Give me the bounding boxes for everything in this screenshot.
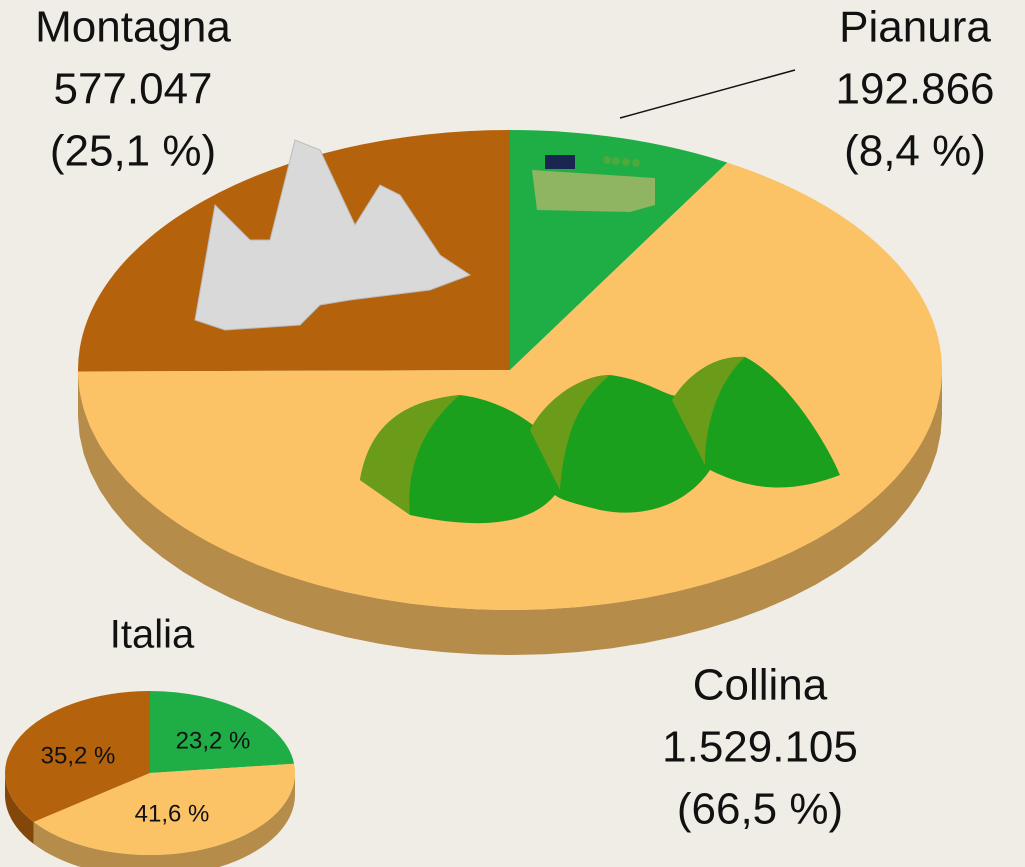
value-label: 1.529.105	[662, 723, 858, 772]
mountains	[194, 139, 472, 331]
pie-title: Italia	[110, 613, 195, 657]
trees	[603, 156, 640, 167]
hills	[360, 356, 840, 524]
value-label: 577.047	[53, 65, 212, 114]
value-label: 41,6 %	[135, 800, 210, 827]
labels: Montagna 577.047 (25,1 %) Pianura 192.866 (8,…	[35, 3, 994, 834]
value-label: 35,2 %	[41, 742, 116, 769]
slice-side	[5, 773, 34, 845]
hill-shadows	[360, 356, 745, 515]
decorations	[194, 139, 840, 524]
percent-label: (66,5 %)	[677, 785, 843, 834]
slice-side	[78, 370, 942, 655]
plain	[532, 170, 655, 212]
value-label: 23,2 %	[176, 727, 251, 754]
category-label: Collina	[693, 661, 828, 710]
slice-side	[33, 773, 295, 867]
slice	[150, 691, 295, 773]
percent-label: (25,1 %)	[50, 127, 216, 176]
leader-line	[619, 69, 796, 119]
category-label: Pianura	[839, 3, 991, 52]
slice	[33, 763, 296, 855]
value-label: 192.866	[835, 65, 994, 114]
house	[545, 155, 575, 169]
slice	[78, 162, 942, 610]
slice	[5, 691, 150, 823]
percent-label: (8,4 %)	[844, 127, 986, 176]
category-label: Montagna	[35, 3, 231, 52]
